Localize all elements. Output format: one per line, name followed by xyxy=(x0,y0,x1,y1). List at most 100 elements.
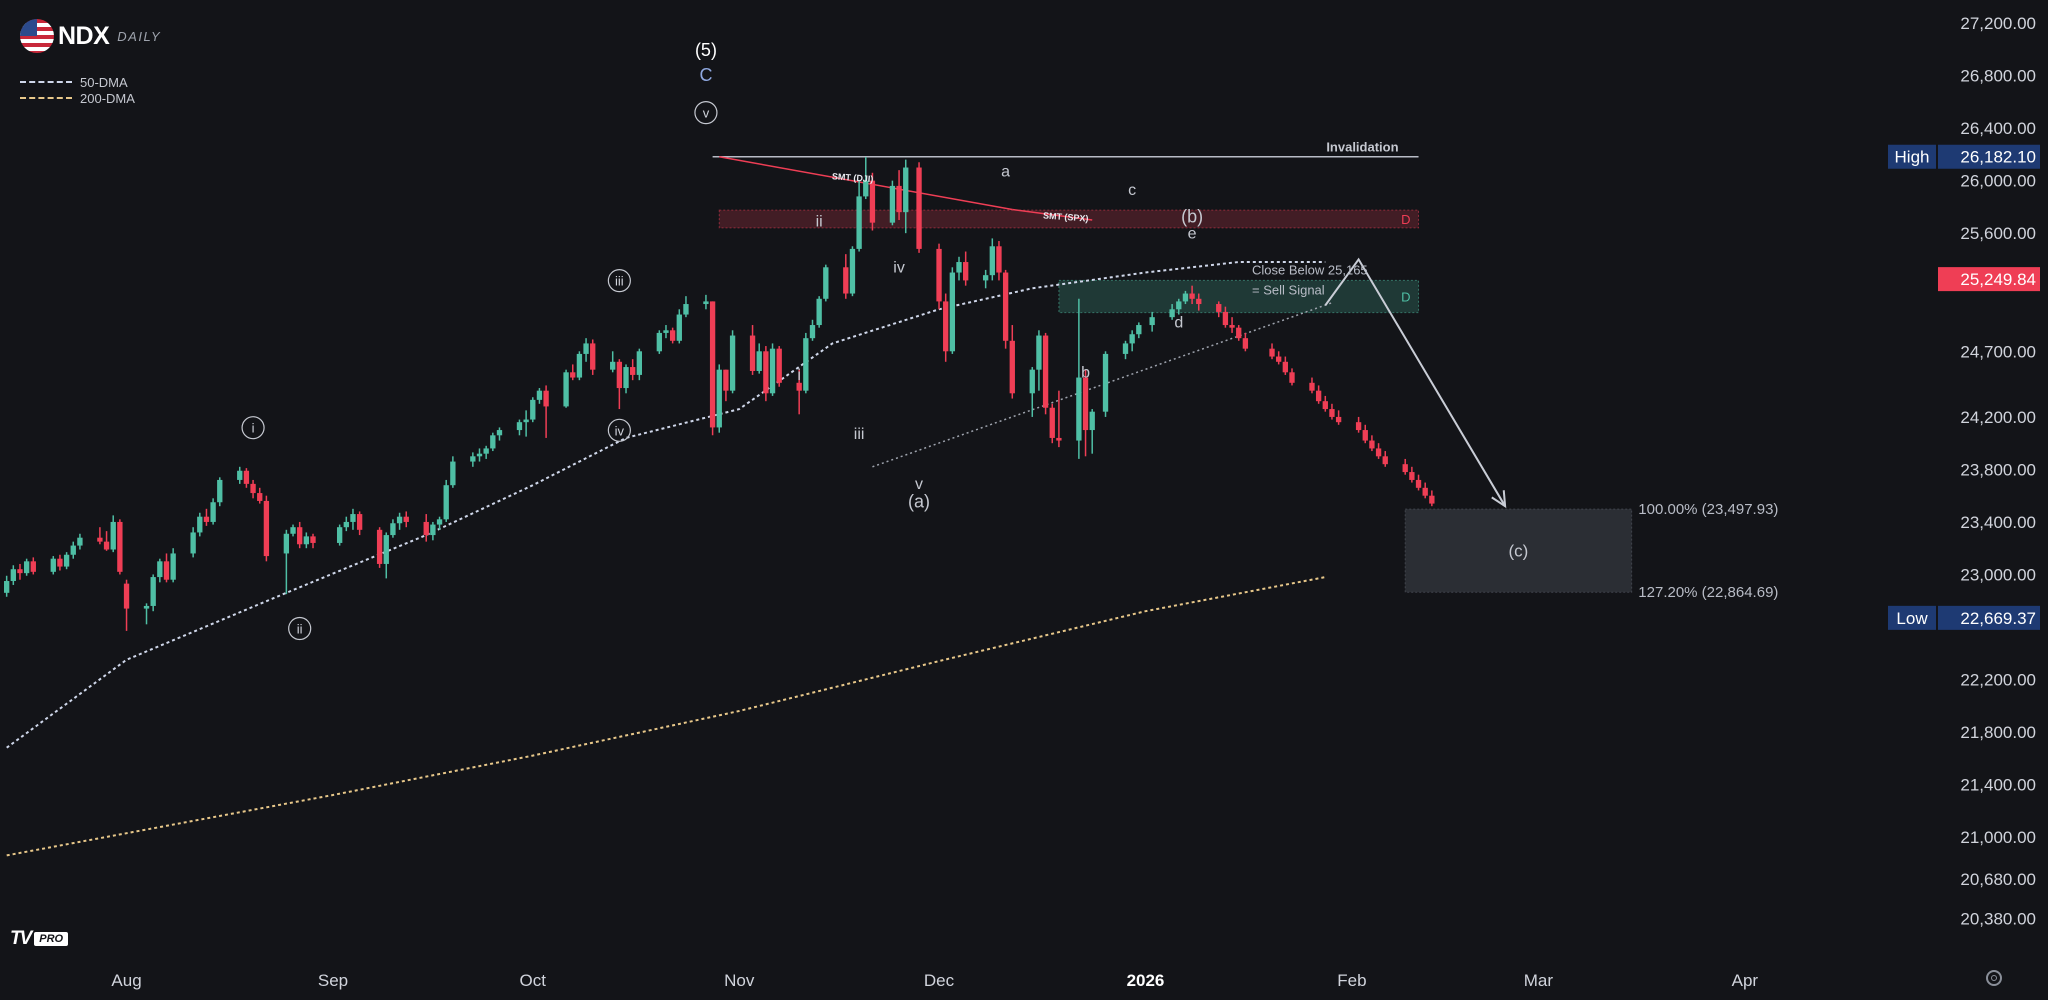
candle[interactable] xyxy=(77,537,83,546)
candle[interactable] xyxy=(1242,338,1249,349)
candle[interactable] xyxy=(663,330,669,333)
candle[interactable] xyxy=(843,267,849,294)
candle[interactable] xyxy=(70,545,76,555)
candle[interactable] xyxy=(616,361,623,389)
candle[interactable] xyxy=(203,516,210,522)
candle[interactable] xyxy=(749,335,756,371)
candle[interactable] xyxy=(610,361,616,370)
candle[interactable] xyxy=(263,500,270,557)
candle[interactable] xyxy=(949,272,956,352)
candle[interactable] xyxy=(570,372,576,378)
candle[interactable] xyxy=(1102,353,1109,412)
price-badge[interactable] xyxy=(1938,144,2040,169)
candle[interactable] xyxy=(470,456,476,462)
candle[interactable] xyxy=(50,558,56,572)
candle[interactable] xyxy=(1289,372,1295,383)
candle[interactable] xyxy=(516,422,523,431)
candle[interactable] xyxy=(796,382,802,391)
candle[interactable] xyxy=(709,301,716,428)
candle[interactable] xyxy=(763,351,769,394)
candle[interactable] xyxy=(956,262,962,273)
candle[interactable] xyxy=(1002,272,1009,341)
candle[interactable] xyxy=(376,529,383,564)
candle[interactable] xyxy=(1315,390,1322,402)
candle[interactable] xyxy=(250,483,256,494)
candle[interactable] xyxy=(390,523,396,536)
candle[interactable] xyxy=(170,553,176,580)
candle[interactable] xyxy=(936,248,942,302)
candle[interactable] xyxy=(1182,293,1189,302)
candle[interactable] xyxy=(963,262,969,281)
candle[interactable] xyxy=(1189,293,1195,299)
candle[interactable] xyxy=(756,351,762,371)
candle[interactable] xyxy=(1076,377,1082,441)
candle[interactable] xyxy=(803,338,809,391)
candle[interactable] xyxy=(243,470,250,484)
candle[interactable] xyxy=(110,521,116,550)
candle[interactable] xyxy=(63,554,70,567)
candle[interactable] xyxy=(257,493,263,501)
candle[interactable] xyxy=(823,267,829,299)
candle[interactable] xyxy=(383,535,389,564)
candle[interactable] xyxy=(1415,479,1422,488)
candle[interactable] xyxy=(350,514,356,522)
candle[interactable] xyxy=(1169,309,1175,318)
candle[interactable] xyxy=(769,348,776,394)
candle[interactable] xyxy=(943,301,949,352)
candle[interactable] xyxy=(1269,348,1275,357)
candle[interactable] xyxy=(536,390,543,400)
candle[interactable] xyxy=(676,314,682,341)
candle[interactable] xyxy=(1409,472,1415,480)
candle[interactable] xyxy=(623,367,629,389)
candle[interactable] xyxy=(1196,298,1202,305)
candle[interactable] xyxy=(729,335,736,391)
candle[interactable] xyxy=(1042,335,1049,408)
candle[interactable] xyxy=(1355,422,1362,431)
candle[interactable] xyxy=(3,581,10,593)
candle[interactable] xyxy=(583,343,589,354)
candle[interactable] xyxy=(1222,311,1229,326)
candle[interactable] xyxy=(683,304,689,315)
trendline-2[interactable] xyxy=(872,302,1333,468)
candle[interactable] xyxy=(356,514,363,530)
candle[interactable] xyxy=(123,583,130,609)
candle[interactable] xyxy=(157,561,163,578)
candle[interactable] xyxy=(57,558,63,567)
candle[interactable] xyxy=(1216,304,1222,312)
candle[interactable] xyxy=(1082,377,1089,431)
candle[interactable] xyxy=(1335,416,1342,423)
candle[interactable] xyxy=(1309,382,1315,391)
candle[interactable] xyxy=(716,369,722,428)
candle[interactable] xyxy=(17,569,23,574)
candle[interactable] xyxy=(117,521,123,572)
candle[interactable] xyxy=(443,485,449,520)
candle[interactable] xyxy=(1322,401,1328,410)
candle[interactable] xyxy=(1036,335,1042,370)
candle[interactable] xyxy=(1229,325,1235,328)
candle[interactable] xyxy=(303,536,310,545)
candle[interactable] xyxy=(1176,301,1182,310)
candle[interactable] xyxy=(1122,343,1129,354)
candle[interactable] xyxy=(849,248,856,294)
candle[interactable] xyxy=(1089,411,1095,431)
candle[interactable] xyxy=(1422,487,1428,496)
candle[interactable] xyxy=(530,399,536,420)
candle[interactable] xyxy=(163,561,170,580)
candle[interactable] xyxy=(996,246,1002,273)
candle[interactable] xyxy=(636,351,643,375)
candle[interactable] xyxy=(343,521,349,528)
candle[interactable] xyxy=(310,536,316,543)
ma50-line[interactable] xyxy=(6,261,1326,749)
candle[interactable] xyxy=(1375,448,1382,457)
candle[interactable] xyxy=(669,330,676,341)
candle[interactable] xyxy=(656,332,662,352)
candle[interactable] xyxy=(1362,430,1368,441)
candle[interactable] xyxy=(190,532,196,554)
legend-item-ma50[interactable]: 50-DMA xyxy=(20,74,135,90)
candle[interactable] xyxy=(476,453,483,457)
candle[interactable] xyxy=(576,353,583,378)
candle[interactable] xyxy=(590,343,596,370)
candle[interactable] xyxy=(336,527,343,543)
candle[interactable] xyxy=(1402,464,1408,473)
